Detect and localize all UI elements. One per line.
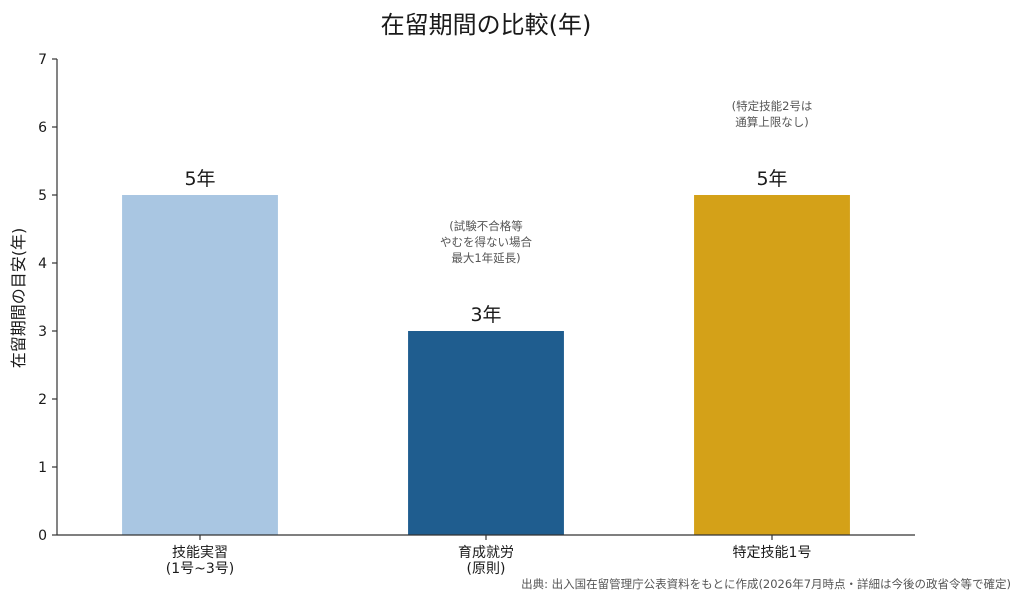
bar — [694, 195, 850, 535]
bar-value-label: 3年 — [470, 304, 501, 326]
value-labels-group: 5年 3年 5年 — [184, 168, 787, 326]
y-tick-label: 6 — [38, 120, 47, 136]
source-note: 出典: 出入国在留管理庁公表資料をもとに作成(2026年7月時点・詳細は今後の政… — [521, 577, 1011, 591]
y-tick-label: 5 — [38, 188, 47, 204]
y-tick-label: 4 — [38, 256, 47, 272]
bar — [122, 195, 278, 535]
annotation-line: (特定技能2号は — [732, 99, 813, 113]
x-tick-label: 育成就労 — [458, 545, 514, 561]
annotation-line: やむを得ない場合 — [440, 235, 532, 249]
annotation-line: 通算上限なし) — [735, 115, 809, 129]
bar-value-label: 5年 — [184, 168, 215, 190]
y-tick-label: 1 — [38, 460, 47, 476]
bar — [408, 331, 564, 535]
annotation-line: 最大1年延長) — [451, 251, 520, 265]
bar-value-label: 5年 — [756, 168, 787, 190]
x-tick-label: (原則) — [467, 561, 506, 577]
y-axis-ticks: 0 1 2 3 4 5 6 7 — [38, 52, 57, 544]
x-tick-label: (1号~3号) — [166, 561, 234, 577]
y-tick-label: 7 — [38, 52, 47, 68]
x-tick-label: 特定技能1号 — [733, 545, 812, 561]
bars-group — [122, 195, 850, 535]
y-tick-label: 3 — [38, 324, 47, 340]
x-tick-label: 技能実習 — [172, 545, 228, 561]
y-tick-label: 2 — [38, 392, 47, 408]
x-axis-ticks: 技能実習(1号~3号) 育成就労(原則) 特定技能1号 — [166, 535, 812, 577]
chart-title: 在留期間の比較(年) — [381, 11, 592, 39]
annotation-line: (試験不合格等 — [449, 219, 523, 233]
y-tick-label: 0 — [38, 528, 47, 544]
y-axis-label: 在留期間の目安(年) — [9, 228, 28, 369]
